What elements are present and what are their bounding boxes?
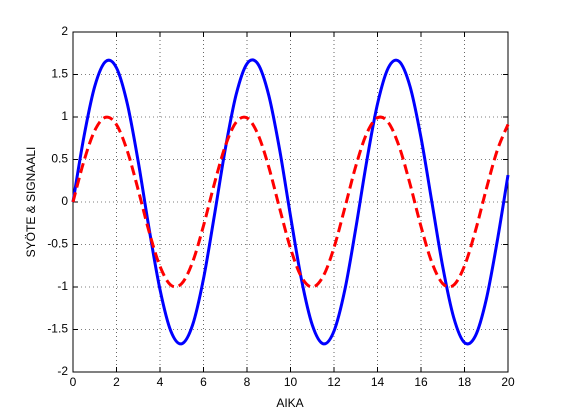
- x-tick-label: 2: [113, 375, 120, 389]
- x-tick-label: 6: [200, 375, 207, 389]
- data-line: [71, 58, 510, 346]
- y-tick-label: 1: [61, 109, 68, 123]
- x-tick-label: 20: [501, 375, 515, 389]
- x-tick-label: 8: [244, 375, 251, 389]
- x-axis-label: AIKA: [276, 396, 303, 410]
- x-tick-label: 14: [371, 375, 385, 389]
- x-tick-label: 12: [327, 375, 341, 389]
- x-tick-label: 10: [284, 375, 298, 389]
- x-tick-label: 0: [70, 375, 77, 389]
- data-line: [71, 115, 510, 289]
- x-tick-label: 4: [157, 375, 164, 389]
- y-tick-label: -1.5: [47, 322, 68, 336]
- y-tick-label: 2: [61, 24, 68, 38]
- y-tick-label: 0.5: [51, 152, 68, 166]
- y-tick-label: -1: [57, 279, 68, 293]
- y-tick-label: 1.5: [51, 67, 68, 81]
- y-axis-label: SYÖTE & SIGNAALI: [24, 147, 38, 258]
- y-tick-label: 0: [61, 194, 68, 208]
- y-tick-label: -2: [57, 364, 68, 378]
- x-tick-label: 18: [458, 375, 472, 389]
- x-tick-label: 16: [414, 375, 428, 389]
- y-tick-label: -0.5: [47, 237, 68, 251]
